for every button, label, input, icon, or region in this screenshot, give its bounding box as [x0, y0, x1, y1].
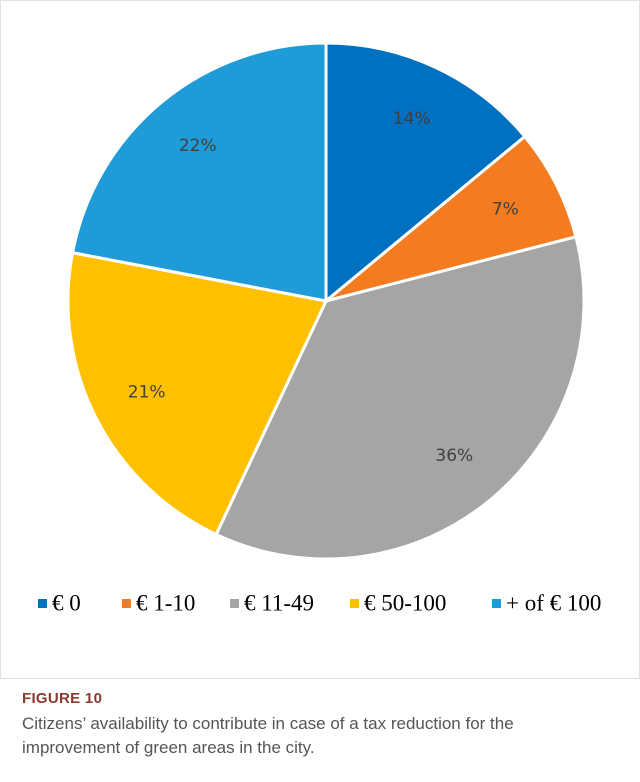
pie-slice: [324, 41, 527, 305]
legend-marker: [38, 599, 47, 608]
legend-label: € 50-100: [364, 590, 446, 615]
slice-label: 21%: [128, 382, 166, 402]
slice-label: 22%: [179, 136, 217, 156]
pie-slice: [214, 235, 586, 561]
legend-marker: [122, 599, 131, 608]
slice-label: 14%: [393, 109, 431, 129]
legend-marker: [492, 599, 501, 608]
legend-label: + of € 100: [506, 590, 601, 615]
figure-title: FIGURE 10: [22, 690, 103, 707]
pie-slice: [325, 134, 578, 303]
slice-label: 7%: [492, 200, 519, 220]
chart: 14% 7% 36% 21% 22% € 0 € 1-10 € 11-49 € 50-100 + …: [0, 0, 640, 679]
legend-marker: [350, 599, 359, 608]
pie-slice: [66, 250, 329, 537]
slice-label: 36%: [435, 446, 473, 466]
figure-caption: Citizens’ availability to contribute in …: [22, 714, 514, 757]
legend-label: € 1-10: [136, 590, 195, 615]
legend-marker: [230, 599, 239, 608]
legend-label: € 11-49: [244, 590, 314, 615]
pie-slice: [70, 41, 328, 303]
legend-label: € 0: [52, 590, 81, 615]
